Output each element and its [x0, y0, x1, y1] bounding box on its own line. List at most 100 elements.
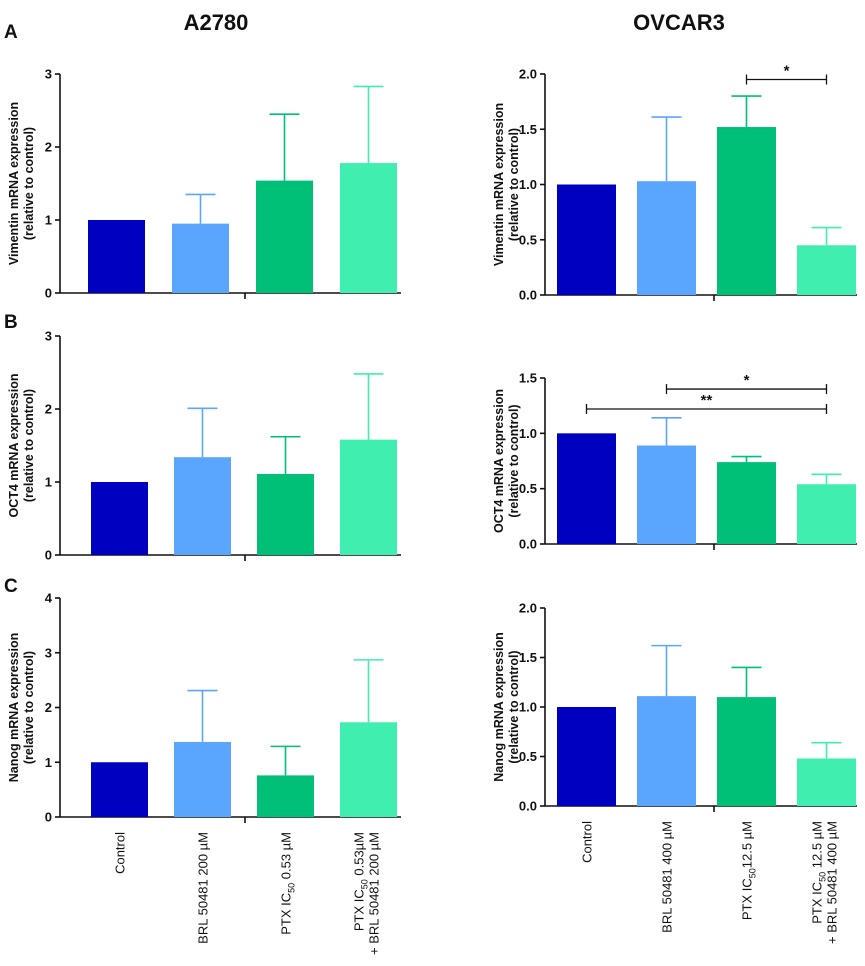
- y-tick-label: 0.0: [519, 799, 537, 814]
- bar: [174, 457, 231, 555]
- bar: [340, 722, 397, 817]
- significance-label: **: [701, 392, 713, 409]
- y-tick-label: 1.5: [519, 371, 537, 386]
- column-title-ovcar3: OVCAR3: [633, 10, 725, 35]
- bar: [256, 180, 313, 293]
- y-axis-label-line: Vimentin mRNA expression: [492, 103, 506, 266]
- bar: [637, 445, 696, 544]
- chart-c-a2780: 0 1 2 3 4 Nanog mRNA expression(relative to c…: [7, 591, 401, 825]
- category-label-subscript: 50: [818, 872, 828, 882]
- y-axis-label-line: (relative to control): [22, 389, 36, 502]
- y-tick-label: 0.0: [519, 288, 537, 303]
- y-axis-label: Vimentin mRNA expression(relative to con…: [492, 103, 521, 266]
- y-axis-label-line: Nanog mRNA expression: [7, 633, 21, 783]
- y-tick-label: 0: [45, 286, 52, 301]
- y-axis-label: Nanog mRNA expression(relative to contro…: [7, 633, 36, 783]
- category-label-line: BRL 50481 200 µM: [196, 832, 211, 944]
- y-tick-label: 1.5: [519, 122, 537, 137]
- category-label-right: PTX IC5012.5 µM: [740, 821, 758, 920]
- y-tick-label: 3: [45, 645, 52, 660]
- chart-b-ovcar3: 0.0 0.5 1.0 1.5 OCT4 mRNA expression(relativ…: [492, 371, 857, 552]
- bar: [88, 220, 145, 293]
- category-label-line: BRL 50481 400 µM: [660, 821, 675, 933]
- y-axis-label-line: Vimentin mRNA expression: [7, 102, 21, 265]
- category-label-line: 12.5 µM: [810, 821, 825, 872]
- category-label-right: Control: [580, 821, 595, 863]
- chart-a-ovcar3: 0.0 0.5 1.0 1.5 2.0 Vimentin mRNA expression(…: [492, 63, 857, 303]
- category-label-line: 0.53µM: [352, 832, 367, 879]
- y-axis-label-line: (relative to control): [22, 651, 36, 764]
- category-label-left: Control: [113, 832, 128, 874]
- y-tick-label: 0.5: [519, 749, 537, 764]
- category-label-line: + BRL 50481 400 µM: [825, 821, 840, 944]
- category-label-line: PTX IC: [810, 882, 825, 924]
- y-tick-label: 4: [45, 591, 53, 606]
- category-label-subscript: 50: [360, 879, 370, 889]
- category-label-left: BRL 50481 200 µM: [196, 832, 211, 944]
- panel-letter-a: A: [4, 22, 18, 43]
- y-axis-label-line: OCT4 mRNA expression: [7, 373, 21, 517]
- y-tick-label: 1.0: [519, 700, 537, 715]
- y-tick-label: 1: [45, 755, 52, 770]
- bar: [797, 484, 856, 544]
- category-label-line: PTX IC: [352, 889, 367, 931]
- significance-label: *: [744, 372, 750, 389]
- y-tick-label: 3: [45, 67, 52, 82]
- bar: [717, 127, 776, 295]
- bar: [257, 473, 314, 555]
- significance-label: *: [784, 63, 790, 80]
- bar: [557, 184, 616, 295]
- bar: [717, 462, 776, 544]
- category-label-right: PTX IC50 12.5 µM+ BRL 50481 400 µM: [810, 821, 840, 944]
- category-label-line: 0.53 µM: [279, 832, 294, 883]
- y-axis-label-line: OCT4 mRNA expression: [492, 389, 506, 533]
- y-tick-label: 0.5: [519, 232, 537, 247]
- y-tick-label: 2: [45, 700, 52, 715]
- y-tick-label: 1.0: [519, 177, 537, 192]
- category-label-line: Control: [113, 832, 128, 874]
- y-tick-label: 1.5: [519, 650, 537, 665]
- bar: [557, 433, 616, 544]
- y-axis-label: OCT4 mRNA expression(relative to control…: [492, 389, 521, 533]
- y-axis-label: OCT4 mRNA expression(relative to control…: [7, 373, 36, 517]
- y-tick-label: 3: [45, 329, 52, 344]
- y-axis-label-line: (relative to control): [507, 404, 521, 517]
- category-label-subscript: 50: [748, 868, 758, 878]
- y-tick-label: 2.0: [519, 67, 537, 82]
- category-label-line: PTX IC: [740, 878, 755, 920]
- column-title-a2780: A2780: [184, 10, 249, 35]
- chart-a-a2780: 0 1 2 3 Vimentin mRNA expression(relative to…: [7, 67, 401, 301]
- bar: [340, 439, 397, 555]
- bar: [91, 482, 148, 555]
- bar: [172, 223, 229, 293]
- y-tick-label: 2: [45, 402, 52, 417]
- y-axis-label-line: (relative to control): [22, 127, 36, 240]
- bar: [91, 762, 148, 817]
- bar: [257, 775, 314, 817]
- chart-b-a2780: 0 1 2 3 OCT4 mRNA expression(relative to con…: [7, 329, 401, 563]
- y-axis-label-line: (relative to control): [507, 650, 521, 763]
- bar: [717, 697, 776, 806]
- y-tick-label: 0: [45, 548, 52, 563]
- category-label-left: PTX IC50 0.53µM+ BRL 50481 200 µM: [352, 832, 382, 955]
- y-tick-label: 0.5: [519, 481, 537, 496]
- y-axis-label-line: (relative to control): [507, 128, 521, 241]
- y-tick-label: 2: [45, 140, 52, 155]
- y-axis-label: Nanog mRNA expression(relative to contro…: [492, 632, 521, 782]
- bar: [557, 707, 616, 806]
- bar: [797, 758, 856, 806]
- category-label-right: BRL 50481 400 µM: [660, 821, 675, 933]
- panel-letter-b: B: [4, 312, 18, 333]
- bar: [637, 181, 696, 295]
- bar: [340, 163, 397, 293]
- category-label-left: PTX IC50 0.53 µM: [279, 832, 297, 935]
- y-tick-label: 2.0: [519, 601, 537, 616]
- y-tick-label: 1.0: [519, 426, 537, 441]
- category-label-line: PTX IC: [279, 893, 294, 935]
- bar: [174, 741, 231, 817]
- y-axis-label: Vimentin mRNA expression(relative to con…: [7, 102, 36, 265]
- y-tick-label: 1: [45, 213, 52, 228]
- y-tick-label: 1: [45, 475, 52, 490]
